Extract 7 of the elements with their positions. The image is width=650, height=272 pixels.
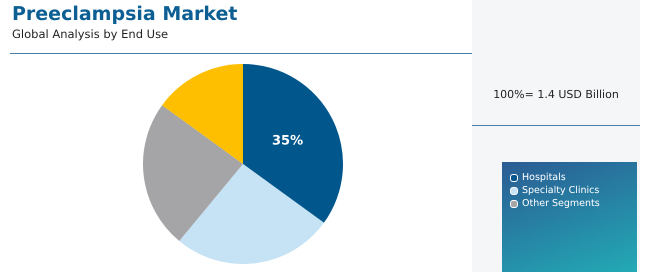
data-label: 35% [272, 134, 304, 149]
chart-subtitle: Global Analysis by End Use [12, 27, 168, 41]
legend-label: Hospitals [522, 172, 566, 183]
text: 100%= 1.4 USD Billion [492, 88, 620, 101]
legend-label: Specialty Clinics [522, 185, 600, 196]
chart-title: Preeclampsia Market [12, 3, 238, 25]
legend-label: Other Segments [522, 198, 600, 209]
